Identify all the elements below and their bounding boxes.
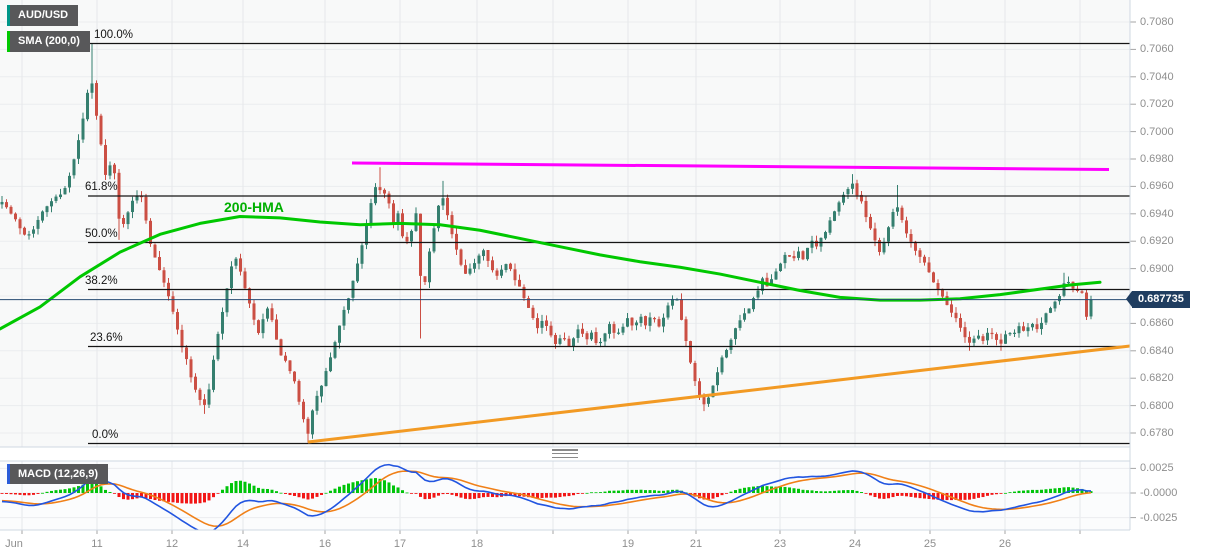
price-tick-label: 0.7020 [1140, 98, 1174, 111]
fib-level-label: 100.0% [94, 28, 134, 41]
x-axis-label: Jun [5, 538, 23, 550]
macd-tick-label: 0.0025 [1140, 462, 1174, 475]
x-axis-label: 12 [165, 538, 179, 550]
macd-indicator-badge[interactable]: MACD (12,26,9) [7, 464, 109, 484]
handle-bar [552, 449, 578, 451]
x-axis-label: 11 [91, 538, 103, 550]
price-tick-label: 0.7080 [1140, 16, 1174, 28]
fib-level-label: 61.8% [85, 181, 118, 193]
handle-bar [552, 456, 578, 458]
x-axis-label: 19 [621, 538, 635, 550]
price-tick-label: 0.7040 [1140, 70, 1174, 83]
fib-level-label: 38.2% [85, 274, 118, 287]
fib-level-label: 0.0% [92, 428, 119, 441]
price-tick-label: 0.7000 [1140, 125, 1174, 138]
price-tick-label: 0.6800 [1140, 399, 1174, 412]
price-tick-label: 0.6840 [1140, 344, 1174, 357]
x-axis-label: 25 [923, 538, 937, 550]
x-axis-label: 24 [848, 538, 862, 550]
price-tick-label: 0.6940 [1140, 207, 1174, 220]
candles-layer [0, 43, 1093, 443]
x-axis-label: 16 [318, 538, 332, 550]
sma-indicator-badge[interactable]: SMA (200,0) [7, 31, 90, 52]
fib-level-label: 50.0% [85, 227, 118, 240]
macd-layer [0, 463, 1093, 530]
x-axis-label: 18 [470, 538, 484, 550]
macd-tick-label: -0.0000 [1140, 487, 1178, 499]
price-tick-label: 0.6820 [1140, 372, 1174, 385]
handle-bar [552, 452, 578, 455]
current-price-badge: 0.687735 [1126, 291, 1190, 308]
price-tick-label: 0.6860 [1140, 317, 1174, 330]
price-tick-label: 0.6980 [1140, 153, 1174, 165]
price-tick-label: 0.6900 [1140, 262, 1174, 275]
hma-annotation-label: 200-HMA [224, 199, 284, 215]
x-axis-label: 14 [236, 538, 250, 550]
price-pane-background [0, 0, 1130, 447]
x-axis-label: 23 [773, 538, 787, 550]
price-tick-label: 0.6780 [1140, 427, 1174, 439]
x-axis-label: 17 [393, 538, 407, 550]
price-tick-label: 0.7060 [1140, 43, 1174, 56]
price-tick-label: 0.6960 [1140, 180, 1174, 193]
pane-resize-handle[interactable] [552, 449, 578, 458]
macd-tick-label: -0.0025 [1140, 511, 1178, 524]
x-axis-label: 26 [998, 538, 1012, 550]
x-axis-label: 21 [689, 538, 703, 550]
fib-level-label: 23.6% [90, 331, 123, 344]
price-tick-label: 0.6920 [1140, 235, 1174, 248]
symbol-badge[interactable]: AUD/USD [7, 5, 79, 26]
